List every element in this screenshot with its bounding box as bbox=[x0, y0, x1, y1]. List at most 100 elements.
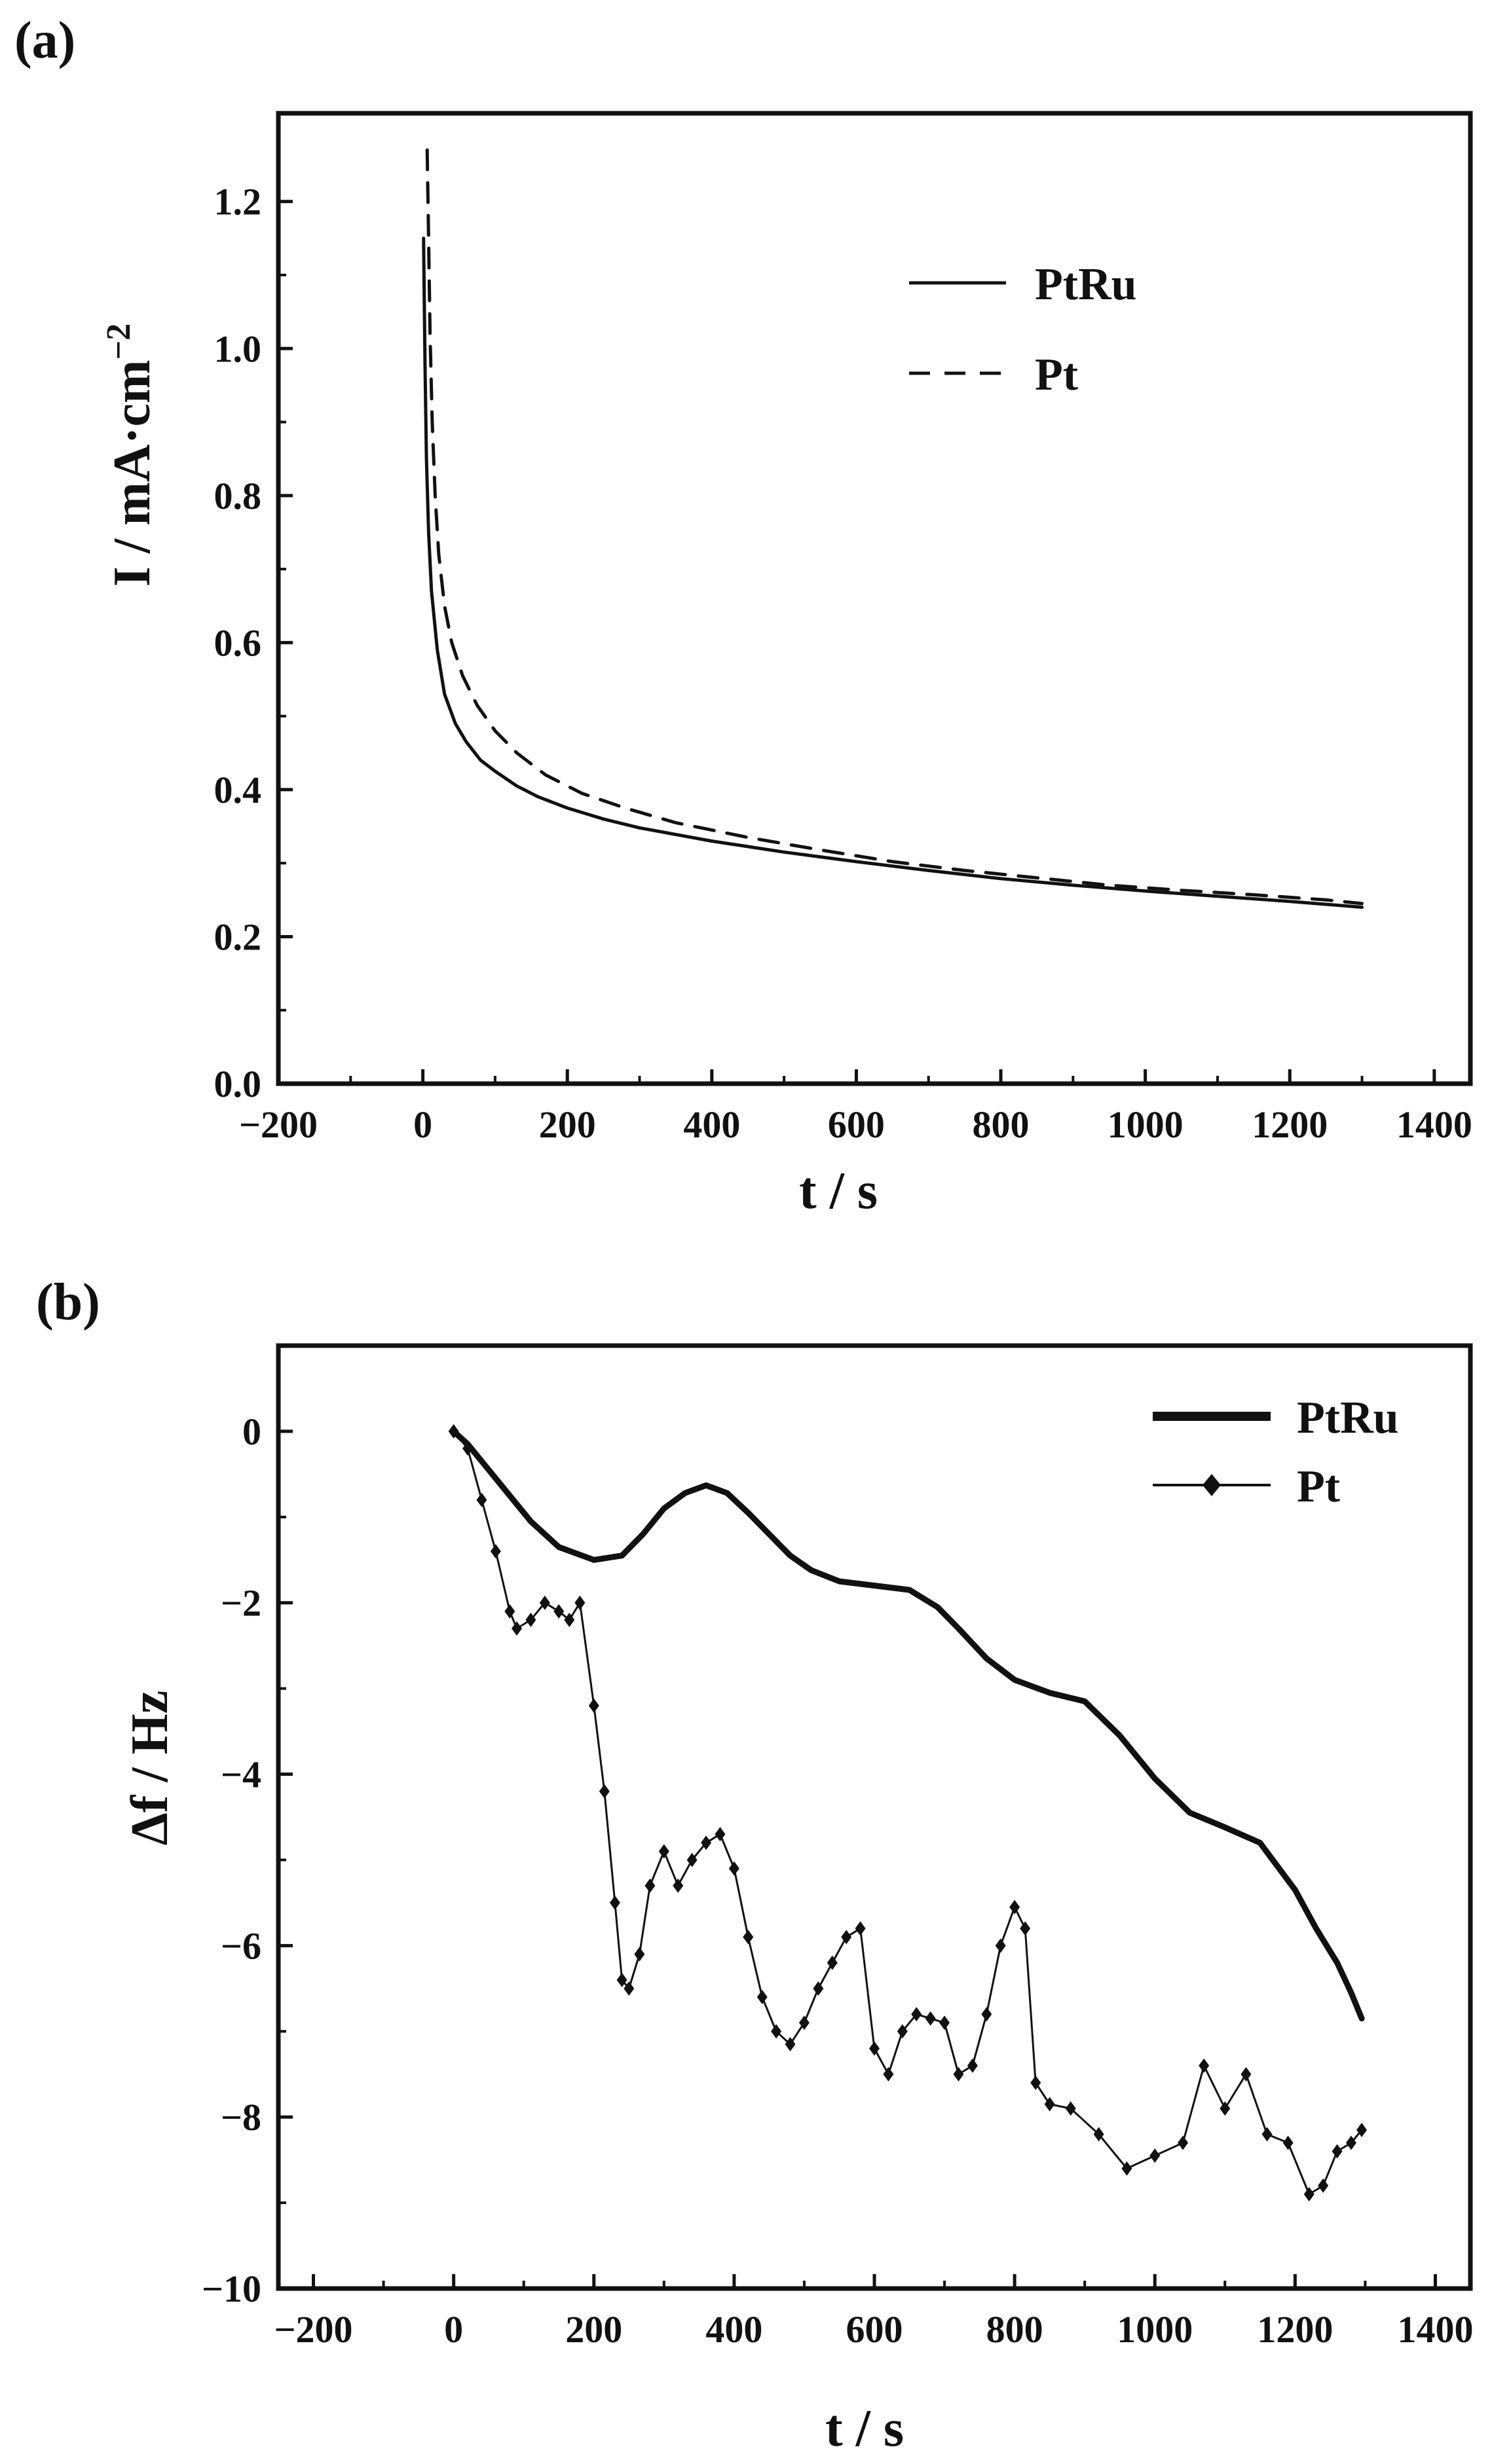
legend-pt-label: Pt bbox=[1297, 1462, 1340, 1512]
data-point-pt bbox=[564, 1612, 575, 1627]
y-tick-label: 0.8 bbox=[214, 475, 262, 517]
data-point-pt bbox=[1149, 2148, 1161, 2163]
data-point-pt bbox=[798, 2015, 810, 2031]
data-point-pt bbox=[624, 1981, 635, 1996]
panel-a-plot-frame bbox=[276, 111, 1473, 1086]
x-tick-label: 1000 bbox=[1117, 2308, 1193, 2351]
data-point-pt bbox=[728, 1861, 739, 1876]
panel-b-y-axis-title: Δf / Hz bbox=[121, 1691, 179, 1846]
data-point-pt bbox=[1261, 2127, 1273, 2142]
data-point-pt bbox=[785, 2036, 796, 2051]
data-point-pt bbox=[897, 2024, 908, 2039]
x-tick-label: 600 bbox=[846, 2308, 903, 2351]
data-point-pt bbox=[525, 1612, 536, 1627]
data-point-pt bbox=[504, 1604, 515, 1619]
data-point-pt bbox=[756, 1989, 768, 2004]
legend-pt-diamond-marker bbox=[1203, 1474, 1221, 1496]
y-tick-label: −8 bbox=[221, 2096, 261, 2139]
data-point-pt bbox=[771, 2024, 782, 2039]
x-tick-label: 800 bbox=[973, 1103, 1030, 1146]
data-point-pt bbox=[1303, 2187, 1315, 2201]
x-tick-label: 1400 bbox=[1396, 1103, 1472, 1146]
panel-a-y-axis-title-main: I / mA·cm bbox=[103, 360, 161, 587]
data-point-pt bbox=[827, 1955, 838, 1970]
data-point-pt bbox=[1044, 2097, 1055, 2112]
data-point-pt bbox=[462, 1441, 474, 1456]
data-point-pt bbox=[1199, 2058, 1210, 2073]
panel-a-x-axis-title: t / s bbox=[799, 1162, 878, 1220]
data-point-pt bbox=[813, 1981, 824, 1996]
y-tick-label: 0.0 bbox=[214, 1063, 262, 1105]
panel-b-y-axis: 0 −2 −4 −6 −8 −10 bbox=[202, 1410, 293, 2310]
series-line-ptru bbox=[451, 1428, 1365, 2022]
y-tick-label: 0.6 bbox=[214, 621, 262, 664]
y-tick-label: 1.0 bbox=[214, 327, 262, 370]
y-tick-label: −6 bbox=[221, 1924, 261, 1967]
data-point-pt bbox=[553, 1604, 565, 1619]
x-tick-label: 200 bbox=[565, 2308, 622, 2351]
x-tick-label: −200 bbox=[274, 2308, 352, 2351]
data-point-pt bbox=[476, 1492, 487, 1507]
y-tick-label: −4 bbox=[221, 1754, 261, 1796]
data-point-pt bbox=[855, 1921, 866, 1936]
panel-b: (b) 0 −2 −4 −6 −8 −10 −200 0 200 400 600 800 1000 12… bbox=[36, 1274, 1473, 2457]
data-point-pt bbox=[701, 1835, 712, 1850]
x-tick-label: 1000 bbox=[1108, 1103, 1184, 1146]
legend-ptru-label: PtRu bbox=[1297, 1393, 1399, 1443]
panel-b-series bbox=[448, 1424, 1368, 2201]
panel-b-plot-frame bbox=[276, 1343, 1473, 2291]
x-tick-label: 1400 bbox=[1397, 2308, 1473, 2351]
data-point-pt bbox=[490, 1544, 501, 1559]
data-point-pt bbox=[911, 2007, 922, 2022]
series-line-pt bbox=[453, 1430, 1363, 2196]
data-point-pt bbox=[686, 1852, 698, 1867]
data-point-pt bbox=[512, 1621, 522, 1636]
x-tick-label: 200 bbox=[539, 1103, 596, 1146]
data-point-pt bbox=[658, 1844, 669, 1859]
data-point-pt bbox=[715, 1827, 726, 1842]
panel-b-legend: PtRu Pt bbox=[1153, 1393, 1399, 1512]
data-point-pt bbox=[1282, 2135, 1294, 2150]
data-point-pt bbox=[981, 2007, 992, 2022]
panel-a-label: (a) bbox=[14, 12, 75, 69]
data-point-pt bbox=[925, 2011, 936, 2026]
panel-b-label: (b) bbox=[36, 1274, 100, 1331]
data-point-pt bbox=[1346, 2135, 1356, 2150]
data-point-pt bbox=[1121, 2161, 1132, 2176]
data-point-pt bbox=[1178, 2135, 1189, 2150]
data-point-pt bbox=[939, 2015, 950, 2031]
data-point-pt bbox=[995, 1938, 1006, 1953]
y-tick-label: 1.2 bbox=[214, 181, 262, 223]
y-tick-label: 0.2 bbox=[214, 915, 262, 958]
data-point-pt bbox=[1065, 2101, 1076, 2116]
data-point-pt bbox=[634, 1947, 645, 1962]
x-tick-label: 0 bbox=[444, 2308, 463, 2351]
y-tick-label: 0.4 bbox=[214, 769, 262, 811]
panel-a-y-axis-title-sup: −2 bbox=[100, 323, 138, 360]
data-point-pt bbox=[1009, 1900, 1020, 1915]
x-tick-label: 1200 bbox=[1252, 1103, 1328, 1146]
data-point-pt bbox=[1030, 2075, 1041, 2090]
series-line-pt bbox=[425, 148, 1364, 906]
data-point-pt bbox=[743, 1930, 754, 1945]
panel-b-x-axis: −200 0 200 400 600 800 1000 1200 1400 bbox=[274, 2274, 1473, 2351]
x-tick-label: 800 bbox=[986, 2308, 1043, 2351]
data-point-pt bbox=[673, 1878, 684, 1893]
data-point-pt bbox=[599, 1784, 610, 1799]
data-point-pt bbox=[1093, 2127, 1104, 2142]
legend-ptru-label: PtRu bbox=[1035, 259, 1137, 310]
panel-a: (a) 0.0 0.2 0.4 0.6 0.8 1.0 1.2 −200 0 200 400 600… bbox=[14, 12, 1473, 1220]
panel-a-series bbox=[422, 148, 1364, 909]
x-tick-label: 400 bbox=[683, 1103, 740, 1146]
x-tick-label: −200 bbox=[239, 1103, 318, 1146]
data-point-pt bbox=[448, 1424, 459, 1439]
panel-a-y-axis-title: I / mA·cm−2 bbox=[100, 323, 161, 587]
y-tick-label: −2 bbox=[221, 1582, 261, 1625]
x-tick-label: 400 bbox=[705, 2308, 762, 2351]
data-point-pt bbox=[1332, 2144, 1343, 2159]
data-point-pt bbox=[883, 2067, 894, 2082]
data-point-pt bbox=[644, 1878, 656, 1893]
data-point-pt bbox=[1240, 2067, 1252, 2082]
data-point-pt bbox=[967, 2058, 978, 2073]
